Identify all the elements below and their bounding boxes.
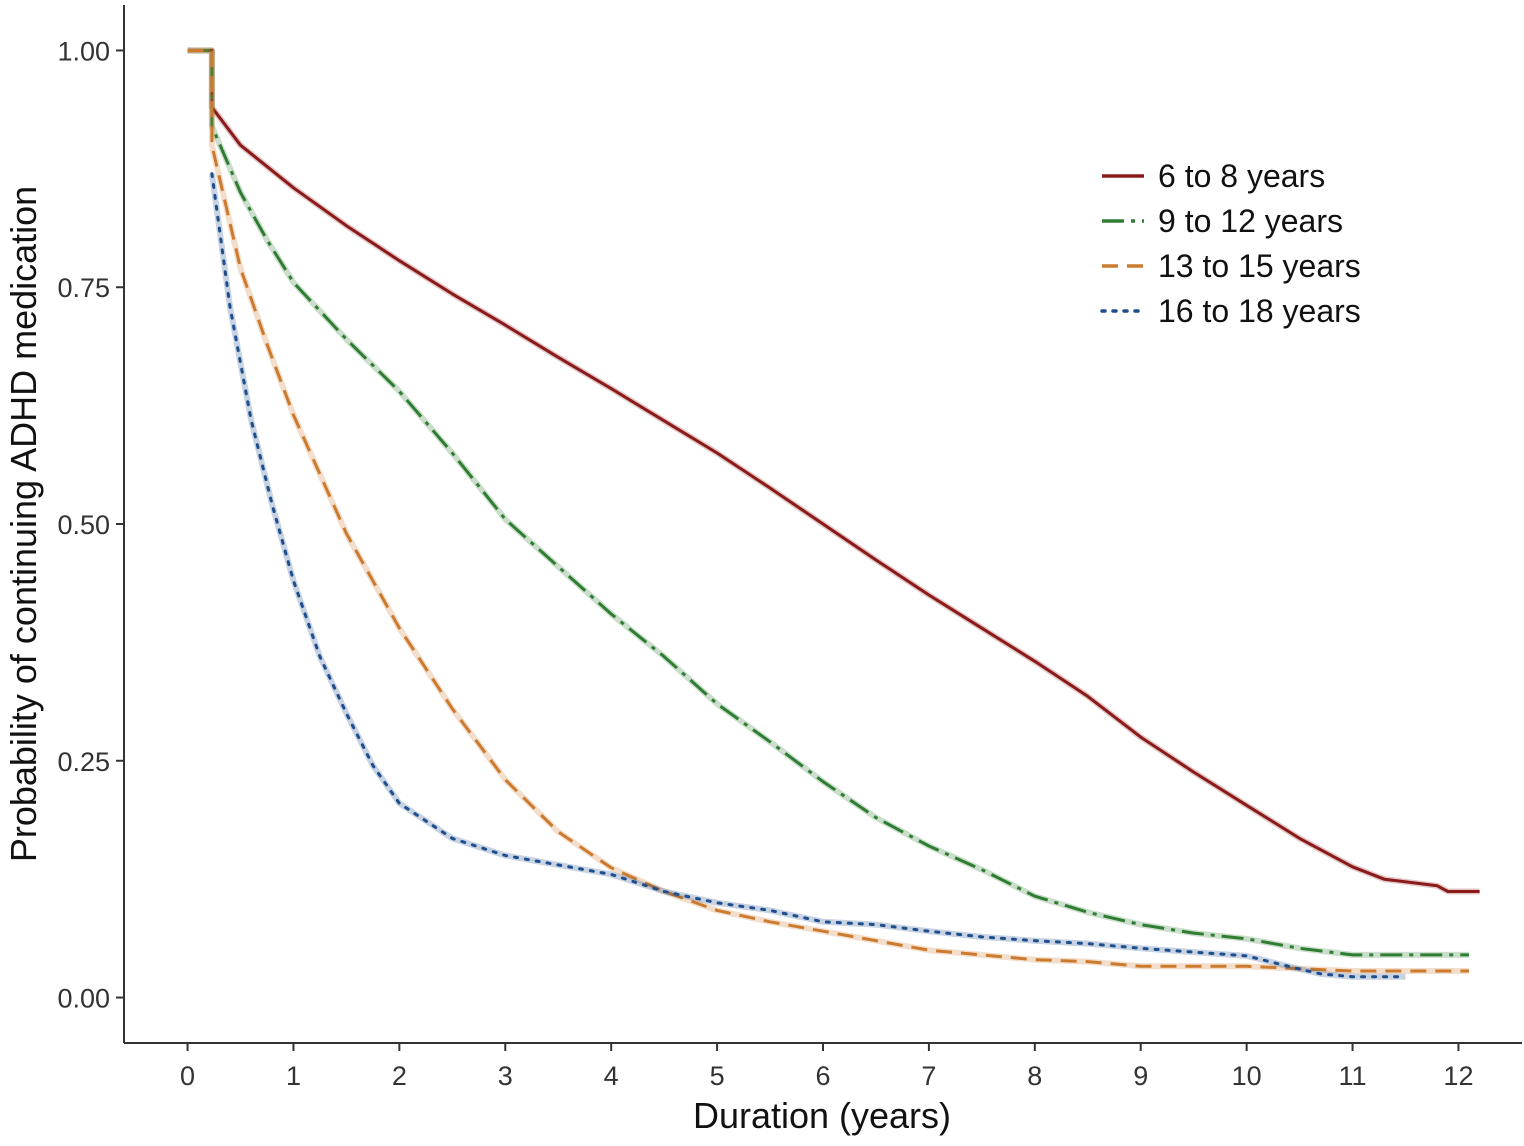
legend-label-2: 9 to 12 years (1158, 203, 1343, 239)
x-tick-label: 1 (286, 1061, 301, 1091)
legend-label-4: 16 to 18 years (1158, 293, 1361, 329)
x-tick-label: 6 (815, 1061, 830, 1091)
x-tick-label: 2 (392, 1061, 407, 1091)
y-tick-label: 0.25 (57, 747, 110, 777)
x-tick-label: 9 (1133, 1061, 1148, 1091)
y-axis-title: Probability of continuing ADHD medicatio… (3, 186, 44, 862)
legend-label-3: 13 to 15 years (1158, 248, 1361, 284)
y-tick-label: 0.00 (57, 984, 110, 1014)
legend-label-1: 6 to 8 years (1158, 158, 1325, 194)
y-tick-label: 0.50 (57, 510, 110, 540)
x-tick-label: 3 (498, 1061, 513, 1091)
series-lines (187, 47, 1480, 980)
x-ticks: 0 1 2 3 4 5 6 7 8 9 10 11 12 (180, 1043, 1473, 1091)
x-tick-label: 4 (604, 1061, 619, 1091)
y-ticks: 0.00 0.25 0.50 0.75 1.00 (57, 36, 124, 1014)
series-line-2 (187, 49, 1469, 957)
x-tick-label: 12 (1443, 1061, 1473, 1091)
series-line-1 (187, 49, 1480, 893)
y-tick-label: 1.00 (57, 36, 110, 66)
x-axis-title: Duration (years) (693, 1095, 951, 1136)
x-tick-label: 7 (921, 1061, 936, 1091)
x-tick-label: 10 (1232, 1061, 1262, 1091)
x-tick-label: 0 (180, 1061, 195, 1091)
x-tick-label: 8 (1027, 1061, 1042, 1091)
x-tick-label: 5 (710, 1061, 725, 1091)
y-tick-label: 0.75 (57, 273, 110, 303)
legend: 6 to 8 years 9 to 12 years 13 to 15 years 1… (1100, 158, 1361, 329)
x-tick-label: 11 (1339, 1061, 1367, 1091)
series-line-4 (210, 172, 1407, 979)
series-line-3 (187, 49, 1469, 973)
